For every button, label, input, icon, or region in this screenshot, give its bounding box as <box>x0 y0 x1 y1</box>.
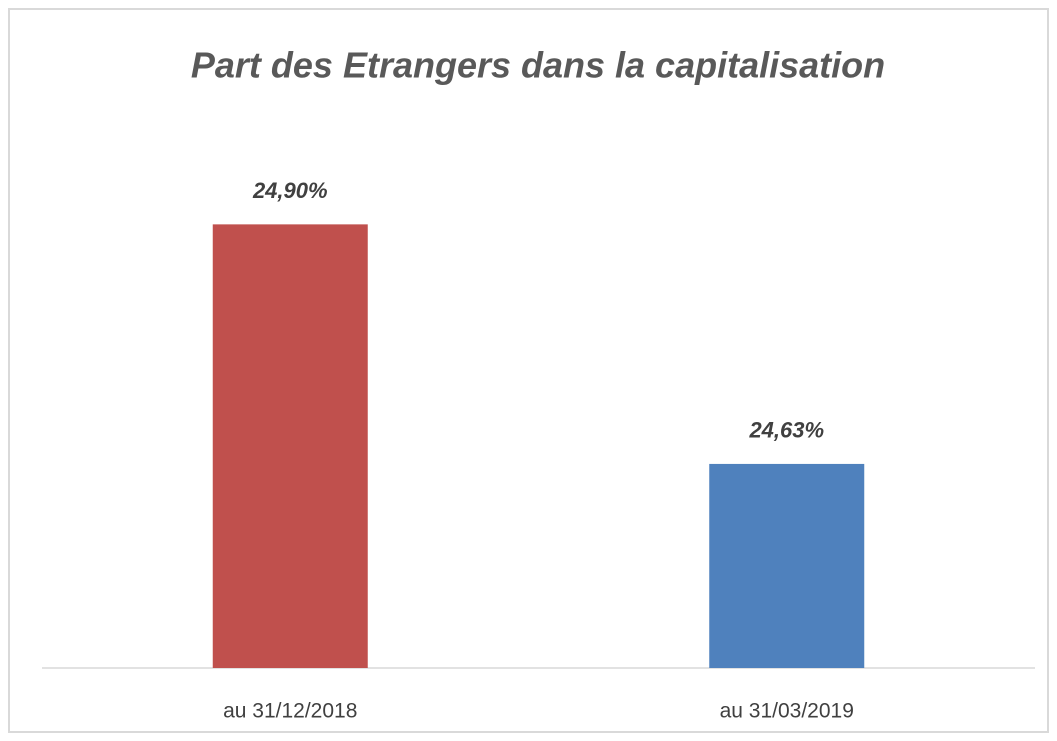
bar <box>212 224 368 668</box>
chart-title: Part des Etrangers dans la capitalisatio… <box>191 45 885 86</box>
x-tick-label: au 31/12/2018 <box>223 700 357 723</box>
data-label: 24,90% <box>252 178 328 203</box>
bar <box>709 463 865 668</box>
data-label: 24,63% <box>748 418 824 443</box>
x-tick-label: au 31/03/2019 <box>720 700 854 723</box>
chart-border <box>8 8 1049 733</box>
